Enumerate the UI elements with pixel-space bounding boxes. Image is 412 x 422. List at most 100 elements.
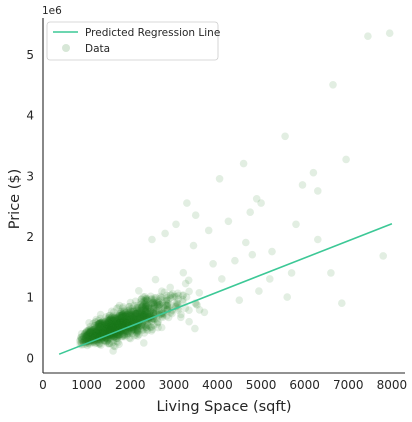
data-point: [136, 314, 144, 323]
data-point: [127, 316, 136, 325]
data-point: [150, 321, 158, 329]
data-point: [96, 319, 104, 327]
data-point: [84, 333, 92, 341]
data-point: [103, 337, 111, 346]
data-point: [123, 319, 131, 327]
data-point: [112, 323, 121, 331]
data-point: [125, 315, 133, 324]
data-point: [117, 312, 126, 320]
data-point: [113, 304, 121, 313]
data-point: [115, 310, 124, 318]
data-point: [91, 318, 100, 327]
data-point: [120, 317, 129, 326]
data-point: [139, 312, 147, 320]
data-point: [113, 337, 121, 346]
data-point: [224, 217, 233, 226]
data-point: [252, 195, 261, 203]
data-point: [91, 331, 99, 340]
data-point: [132, 325, 141, 333]
data-point: [118, 321, 127, 329]
data-point: [101, 323, 109, 331]
data-point: [179, 291, 187, 299]
data-point: [110, 319, 119, 328]
data-point: [109, 325, 117, 334]
data-point: [134, 309, 143, 318]
data-point: [120, 331, 128, 339]
data-point: [102, 327, 110, 335]
data-point: [131, 297, 140, 306]
data-point: [124, 318, 132, 327]
data-point: [87, 332, 96, 341]
data-point: [143, 325, 151, 333]
data-point: [107, 325, 115, 333]
data-point: [105, 320, 114, 329]
data-point: [181, 279, 190, 288]
data-point: [189, 241, 198, 250]
data-point: [87, 332, 96, 340]
data-point: [143, 309, 152, 317]
data-point: [132, 331, 140, 339]
data-point: [98, 318, 107, 326]
data-point: [135, 309, 144, 317]
data-point: [112, 318, 120, 327]
data-point: [143, 295, 152, 303]
data-point: [96, 319, 104, 328]
data-point: [139, 305, 148, 313]
data-point: [85, 319, 93, 327]
data-point: [139, 311, 147, 320]
data-point: [132, 306, 141, 315]
data-point: [108, 325, 116, 334]
data-point: [146, 311, 154, 319]
data-point: [142, 301, 151, 309]
data-point: [129, 325, 138, 334]
data-point: [82, 331, 91, 340]
data-point: [106, 325, 115, 333]
x-tick-label: 7000: [333, 378, 364, 392]
data-point: [102, 323, 111, 331]
data-point: [124, 328, 133, 336]
data-point: [122, 308, 130, 317]
data-point: [185, 306, 193, 315]
data-point: [102, 320, 111, 329]
data-point: [154, 302, 163, 310]
data-point: [106, 322, 115, 331]
data-point: [125, 302, 133, 311]
data-point: [128, 304, 137, 313]
data-point: [115, 321, 123, 329]
data-point: [114, 319, 122, 327]
data-point: [94, 320, 103, 328]
data-point: [132, 315, 140, 324]
data-point: [109, 317, 118, 325]
data-point: [139, 301, 147, 310]
data-point: [78, 335, 86, 344]
data-point: [141, 304, 149, 312]
data-point: [117, 319, 125, 328]
data-point: [125, 314, 133, 323]
data-point: [96, 319, 104, 327]
data-point: [126, 315, 135, 324]
y-tick-label: 2: [26, 230, 34, 244]
data-point: [92, 324, 101, 332]
data-point: [140, 313, 148, 322]
data-point: [110, 317, 119, 325]
data-point: [133, 309, 142, 318]
data-point: [83, 331, 91, 339]
data-point: [98, 318, 106, 327]
data-point: [97, 330, 105, 338]
data-point: [89, 330, 97, 339]
data-point: [123, 311, 131, 319]
data-point: [105, 316, 114, 324]
data-point: [91, 327, 100, 335]
data-point: [107, 322, 115, 331]
data-point: [102, 338, 110, 346]
y-scale-offset-label: 1e6: [42, 5, 62, 17]
data-point: [108, 323, 116, 331]
data-point: [148, 299, 157, 307]
data-point: [101, 326, 109, 334]
data-point: [147, 305, 155, 313]
data-point: [179, 295, 187, 304]
data-point: [136, 313, 144, 322]
data-point: [87, 333, 96, 341]
data-point: [98, 328, 107, 336]
